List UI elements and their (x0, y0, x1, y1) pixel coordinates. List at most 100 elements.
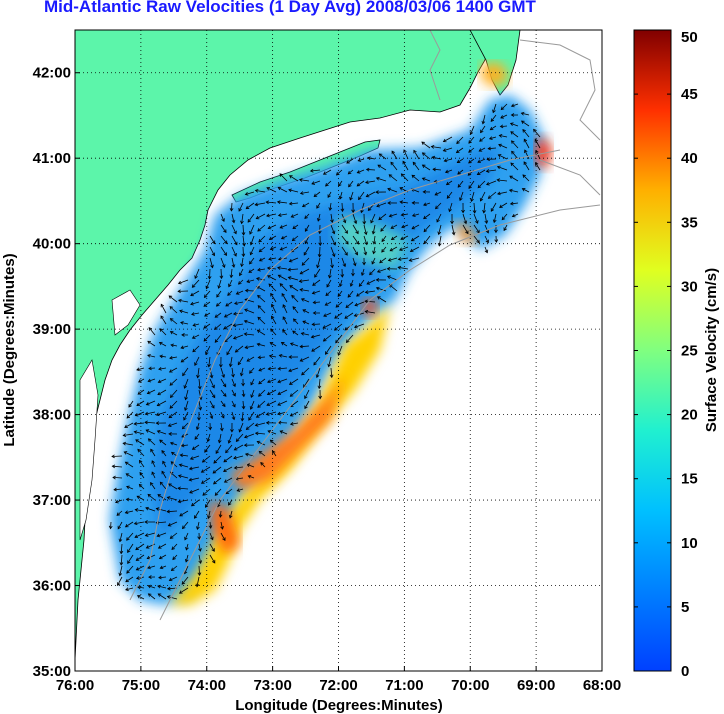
current-arrow-head (255, 277, 260, 281)
current-arrow (125, 473, 134, 479)
current-arrow (119, 565, 123, 576)
current-arrow (300, 191, 310, 194)
current-arrow (470, 125, 475, 135)
x-axis-title: Longitude (Degrees:Minutes) (235, 697, 443, 714)
current-arrow (231, 367, 234, 377)
current-arrow (330, 235, 336, 246)
current-arrow-head (269, 246, 274, 251)
current-arrow-head (139, 471, 143, 476)
current-arrow (289, 378, 299, 385)
current-arrow-head (475, 220, 479, 224)
current-arrow (230, 268, 233, 278)
current-arrow (225, 488, 233, 494)
colorbar-tick-label: 20 (681, 407, 698, 424)
current-arrow-head (354, 302, 359, 307)
current-arrow (215, 444, 222, 454)
y-tick-label: 36:00 (33, 578, 71, 595)
current-arrow (366, 169, 376, 171)
current-arrow (277, 267, 288, 270)
current-arrow-head (243, 319, 248, 324)
delaware-bay (111, 289, 141, 336)
current-arrow (257, 316, 266, 325)
current-arrow-head (463, 220, 468, 225)
current-arrow (231, 224, 237, 234)
current-arrow (125, 461, 134, 468)
current-arrow (236, 433, 244, 442)
current-arrow-head (232, 403, 236, 408)
current-arrow-head (207, 363, 211, 368)
current-arrow (270, 439, 277, 446)
current-arrow-head (209, 374, 214, 379)
current-arrow (158, 543, 167, 549)
current-arrow (249, 224, 255, 235)
current-arrow (213, 477, 222, 485)
current-arrow-head (127, 560, 131, 564)
current-arrow-head (333, 327, 338, 331)
current-arrow (246, 422, 255, 430)
current-arrow-head (344, 327, 349, 331)
current-arrow-head (146, 555, 151, 560)
current-arrow-head (445, 181, 450, 186)
current-arrow-head (111, 454, 115, 459)
current-arrow-head (254, 431, 259, 436)
current-arrow-head (250, 394, 254, 399)
current-arrow-head (156, 402, 161, 407)
current-arrow-head (364, 309, 369, 314)
current-arrow (209, 400, 215, 409)
current-arrow-head (300, 331, 305, 336)
current-arrow (150, 449, 156, 457)
current-arrow (214, 488, 222, 496)
current-arrow (241, 213, 244, 224)
current-arrow-head (229, 207, 234, 212)
current-arrow-head (169, 382, 174, 386)
current-arrow-head (119, 550, 124, 555)
current-arrow (317, 213, 321, 222)
current-arrow (457, 158, 464, 163)
current-arrow (325, 301, 332, 306)
current-arrow (244, 298, 255, 303)
current-arrow-head (338, 182, 342, 187)
current-arrow (147, 494, 156, 501)
current-arrow (335, 301, 343, 308)
current-arrow (258, 389, 266, 397)
current-arrow-head (436, 218, 440, 223)
current-arrow (194, 356, 200, 366)
current-arrow-head (344, 230, 348, 234)
current-arrow-head (423, 228, 428, 233)
current-arrow (435, 202, 442, 209)
current-arrow-head (241, 382, 245, 387)
current-arrow-head (211, 548, 215, 552)
current-arrow (203, 301, 211, 307)
current-arrow-head (372, 250, 376, 255)
current-arrow-head (158, 555, 163, 560)
current-arrow (233, 455, 244, 459)
current-arrow-head (148, 575, 152, 579)
current-arrow-head (249, 406, 254, 410)
current-arrow-head (166, 586, 171, 591)
current-arrow-head (208, 525, 213, 529)
current-arrow (422, 152, 431, 160)
current-arrow (184, 565, 189, 574)
colorbar-tick-label: 30 (681, 278, 698, 295)
current-arrow (325, 290, 332, 296)
current-arrow-head (190, 502, 195, 507)
current-arrow (125, 510, 134, 514)
current-arrow (363, 235, 368, 245)
current-arrow (498, 144, 508, 149)
current-arrow-head (218, 364, 223, 368)
current-arrow (484, 246, 488, 253)
current-arrow-head (267, 275, 271, 279)
current-arrow-head (340, 274, 345, 278)
current-arrow-head (198, 560, 203, 564)
current-arrow (325, 180, 332, 187)
current-arrow-head (157, 545, 162, 549)
current-arrow-head (372, 240, 377, 245)
current-arrow (409, 257, 420, 262)
current-arrow-head (499, 204, 503, 208)
current-arrow-head (360, 272, 365, 277)
current-arrow-head (344, 315, 348, 319)
current-arrow-head (377, 164, 382, 169)
current-arrow-head (226, 351, 230, 356)
current-arrow (178, 487, 189, 490)
current-arrow-head (248, 417, 252, 421)
